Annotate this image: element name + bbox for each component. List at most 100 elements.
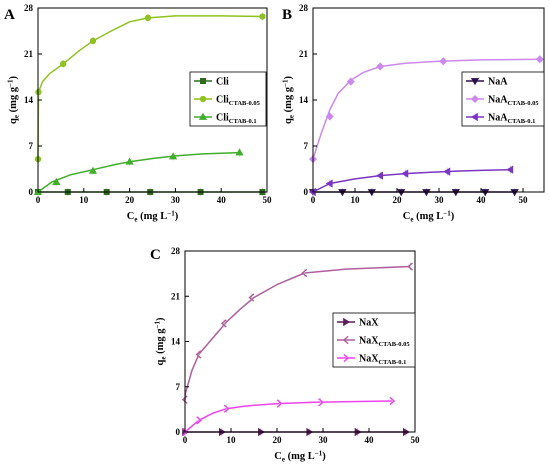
x-tick-label: 0 <box>36 195 41 205</box>
x-tick-label: 40 <box>217 195 227 205</box>
y-tick-label: 7 <box>176 382 181 392</box>
x-tick-label: 50 <box>263 195 273 205</box>
legend-marker <box>199 95 207 103</box>
data-point-3 <box>52 177 61 185</box>
data-point-3 <box>389 396 396 406</box>
x-tick-label: 10 <box>351 195 361 205</box>
legend-marker <box>343 317 351 327</box>
x-tick-label: 0 <box>183 435 188 445</box>
data-point-2 <box>89 37 97 45</box>
legend-marker <box>200 78 207 85</box>
x-tick-label: 30 <box>435 195 445 205</box>
panel-a: A 0 10 20 30 40 50 0 7 14 21 28 Ce (mg L−1) qe (mg g−… <box>4 3 272 224</box>
data-point-2 <box>535 55 544 64</box>
legend-marker <box>470 78 480 86</box>
data-point-3 <box>376 171 384 180</box>
panel-b: B 0 10 20 30 40 50 0 7 14 21 28 Ce (mg L−1) qe (mg g−… <box>282 3 545 224</box>
data-point-2 <box>144 14 152 22</box>
y-tick-label: 21 <box>24 49 34 59</box>
x-tick-label: 40 <box>365 435 375 445</box>
data-point-1 <box>338 189 347 197</box>
legend-entry-2: NaXCTAB-0.05 <box>359 336 410 349</box>
x-tick-label: 10 <box>79 195 89 205</box>
y-tick-label: 0 <box>304 187 309 197</box>
data-point-2 <box>60 60 67 68</box>
legend: NaX NaXCTAB-0.05 NaXCTAB-0.1 <box>332 312 416 368</box>
y-tick-label: 0 <box>29 187 34 197</box>
data-point-3 <box>318 398 324 407</box>
data-point-3 <box>506 165 514 174</box>
y-tick-label: 28 <box>171 246 181 256</box>
panel-label: B <box>282 7 292 23</box>
series-line-3 <box>184 400 393 433</box>
legend-entry-1: NaX <box>359 318 379 329</box>
data-point-2 <box>181 395 188 404</box>
y-axis-title: qe (mg g−1) <box>154 317 168 365</box>
data-point-3 <box>125 157 134 165</box>
x-tick-label: 20 <box>393 195 403 205</box>
legend-entry-3: NaACTAB-0.1 <box>488 113 535 126</box>
x-tick-label: 0 <box>311 195 316 205</box>
x-tick-label: 20 <box>125 195 135 205</box>
y-axis-title: qe (mg g−1) <box>282 76 296 124</box>
x-tick-label: 20 <box>273 435 283 445</box>
panel-c: C 0 10 20 30 40 50 0 7 14 21 28 Ce (mg L−1) qe (mg g−… <box>150 246 420 464</box>
x-tick-label: 50 <box>411 435 421 445</box>
data-point-3 <box>223 404 230 413</box>
y-tick-label: 7 <box>29 141 34 151</box>
data-point-1 <box>481 189 490 197</box>
data-point-1 <box>510 189 519 197</box>
legend-marker <box>470 112 478 122</box>
data-point-2 <box>439 57 448 66</box>
data-point-2 <box>220 319 227 328</box>
y-tick-label: 28 <box>299 3 309 13</box>
series-line-3 <box>37 151 240 193</box>
legend-entry-3: CliCTAB-0.1 <box>216 113 257 126</box>
y-tick-label: 28 <box>24 3 34 13</box>
x-tick-label: 30 <box>171 195 181 205</box>
x-tick-label: 40 <box>477 195 487 205</box>
legend-entry-2: NaACTAB-0.05 <box>488 95 539 108</box>
data-point-3 <box>325 179 333 188</box>
data-point-3 <box>443 167 451 176</box>
data-point-2 <box>259 13 266 20</box>
y-tick-label: 21 <box>171 291 181 301</box>
y-tick-label: 14 <box>171 337 181 347</box>
x-axis-title: Ce (mg L−1) <box>127 210 179 224</box>
data-point-1 <box>422 189 431 197</box>
legend-entry-2: CliCTAB-0.05 <box>216 95 261 108</box>
data-point-2 <box>301 268 308 278</box>
panel-label: C <box>150 247 161 263</box>
y-tick-label: 7 <box>304 141 309 151</box>
data-point-3 <box>88 166 98 174</box>
data-point-1 <box>397 189 406 197</box>
data-point-3 <box>168 152 178 160</box>
data-point-2 <box>376 62 385 71</box>
y-tick-label: 0 <box>176 427 181 437</box>
data-point-3 <box>401 169 409 178</box>
x-tick-label: 50 <box>519 195 529 205</box>
y-tick-label: 14 <box>24 95 34 105</box>
x-tick-label: 10 <box>227 435 237 445</box>
data-point-3 <box>276 399 283 408</box>
legend-entry-3: NaXCTAB-0.1 <box>359 354 406 367</box>
legend-marker <box>342 335 349 345</box>
panel-label: A <box>4 7 15 23</box>
data-point-2 <box>248 293 255 302</box>
series-line-2 <box>184 265 411 400</box>
y-tick-label: 21 <box>299 49 309 59</box>
legend-marker <box>343 353 350 363</box>
data-point-2 <box>325 112 334 121</box>
data-point-2 <box>346 77 355 86</box>
y-tick-label: 14 <box>299 95 309 105</box>
data-point-3 <box>196 416 203 425</box>
x-axis-title: Ce (mg L−1) <box>274 450 326 464</box>
legend: NaA NaACTAB-0.05 NaACTAB-0.1 <box>461 71 545 127</box>
legend-marker <box>470 94 480 104</box>
data-point-1 <box>451 189 460 197</box>
legend-marker <box>198 112 208 120</box>
data-point-2 <box>407 262 414 271</box>
legend-entry-1: NaA <box>488 77 508 88</box>
data-point-2 <box>195 350 202 359</box>
